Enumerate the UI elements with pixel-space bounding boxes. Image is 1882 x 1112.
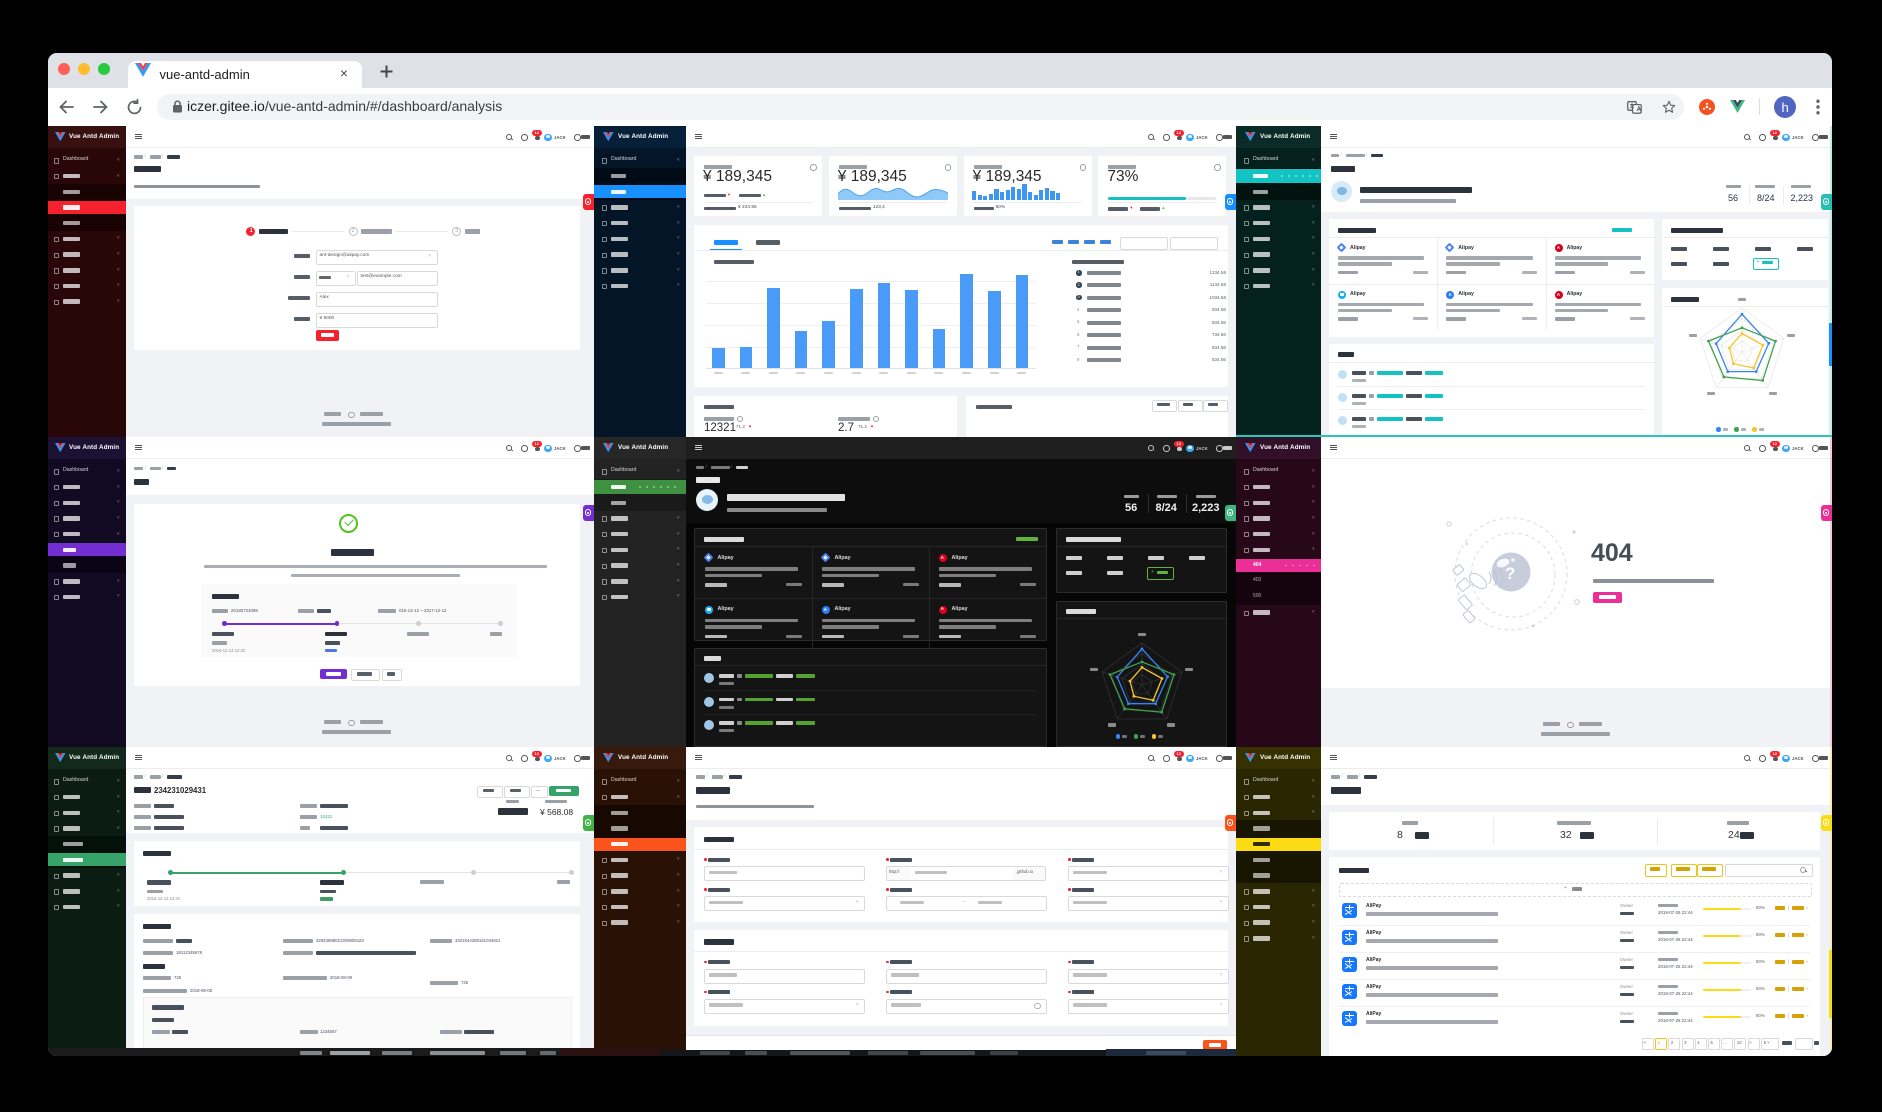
svg-text:?: ? xyxy=(1505,564,1515,583)
